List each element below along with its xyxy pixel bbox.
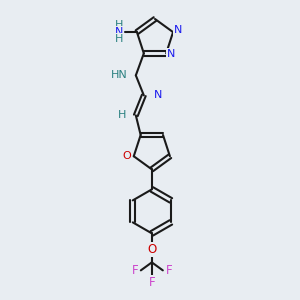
Text: N: N	[167, 50, 176, 59]
Text: N: N	[154, 90, 162, 100]
Text: O: O	[122, 151, 131, 161]
Text: HN: HN	[111, 70, 128, 80]
Text: H: H	[118, 110, 126, 120]
Text: F: F	[131, 264, 138, 277]
Text: N: N	[174, 25, 182, 35]
Text: H: H	[115, 34, 123, 44]
Text: N: N	[115, 27, 123, 37]
Text: F: F	[148, 276, 155, 289]
Text: F: F	[166, 264, 172, 277]
Text: O: O	[147, 243, 157, 256]
Text: H: H	[115, 20, 123, 30]
